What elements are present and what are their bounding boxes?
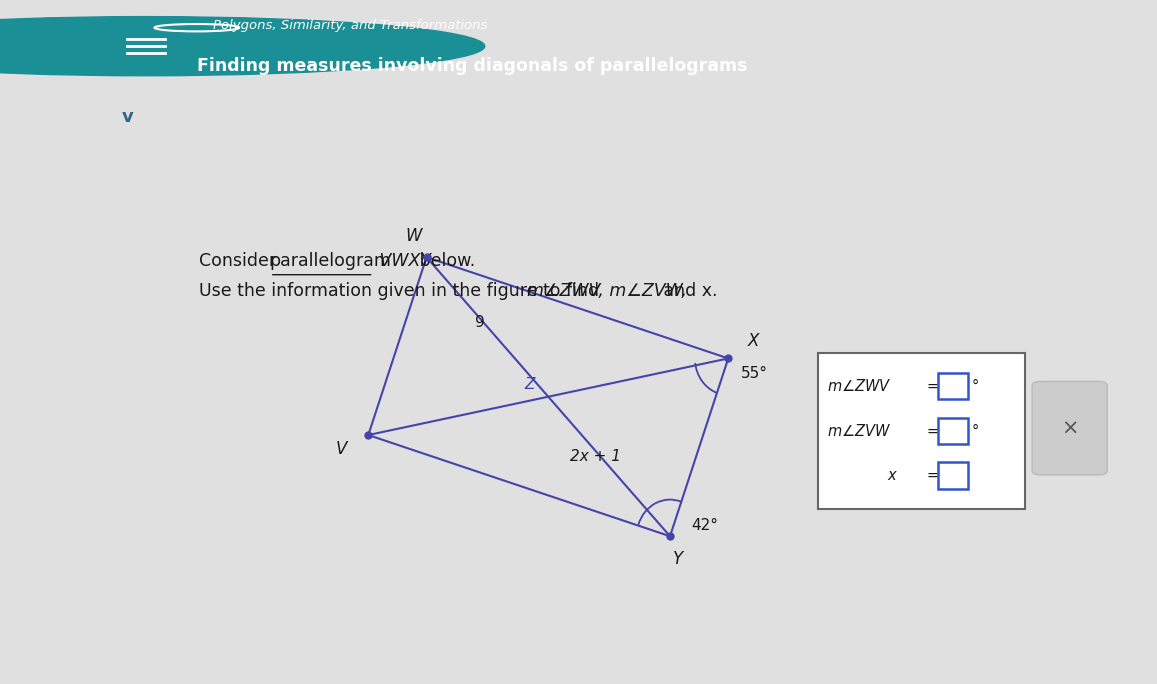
Text: 2x + 1: 2x + 1 xyxy=(570,449,621,464)
Text: W: W xyxy=(406,227,422,245)
Text: Y: Y xyxy=(673,550,684,568)
Text: °: ° xyxy=(972,379,979,394)
Text: $x$: $x$ xyxy=(887,468,898,483)
Text: =: = xyxy=(927,379,938,394)
Text: $m\angle ZVW$: $m\angle ZVW$ xyxy=(827,423,891,439)
Text: parallelogram: parallelogram xyxy=(270,252,392,269)
Text: m∠ZWV, m∠ZVW,: m∠ZWV, m∠ZVW, xyxy=(528,282,687,300)
Text: 55°: 55° xyxy=(740,366,768,381)
Text: °: ° xyxy=(972,423,979,438)
Text: Finding measures involving diagonals of parallelograms: Finding measures involving diagonals of … xyxy=(197,57,747,75)
Text: ×: × xyxy=(1061,418,1078,438)
FancyBboxPatch shape xyxy=(1032,382,1107,475)
Text: v: v xyxy=(121,108,133,126)
FancyBboxPatch shape xyxy=(938,462,967,488)
Text: 9: 9 xyxy=(474,315,485,330)
Text: Z: Z xyxy=(524,378,535,393)
Text: and x.: and x. xyxy=(658,282,717,300)
Text: below.: below. xyxy=(414,252,476,269)
Text: Use the information given in the figure to find: Use the information given in the figure … xyxy=(199,282,605,300)
Text: X: X xyxy=(747,332,759,350)
Text: Polygons, Similarity, and Transformations: Polygons, Similarity, and Transformation… xyxy=(213,19,487,32)
Text: Consider: Consider xyxy=(199,252,281,269)
Text: 42°: 42° xyxy=(691,518,718,533)
Text: V: V xyxy=(336,440,347,458)
Text: =: = xyxy=(927,423,938,438)
FancyBboxPatch shape xyxy=(818,353,1025,509)
Circle shape xyxy=(0,16,485,76)
FancyBboxPatch shape xyxy=(938,373,967,399)
Text: VWXY: VWXY xyxy=(374,252,430,269)
Text: =: = xyxy=(927,468,938,483)
Text: $m\angle ZWV$: $m\angle ZWV$ xyxy=(827,378,891,395)
FancyBboxPatch shape xyxy=(938,418,967,444)
